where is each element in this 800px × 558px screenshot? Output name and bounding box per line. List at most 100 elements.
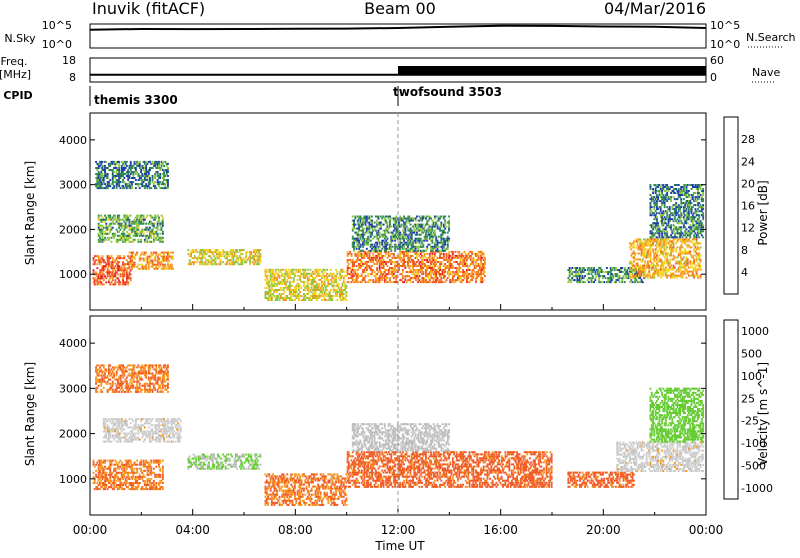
power-cell [662,265,664,267]
power-cell [336,271,338,273]
power-cell [673,242,675,244]
power-cell [99,279,101,281]
power-cell [112,265,114,267]
power-cell [207,263,209,265]
power-cell [660,210,662,212]
power-cell [365,271,367,273]
power-cell [686,257,688,259]
power-cell [161,229,163,231]
power-cell [383,224,385,226]
power-cell [700,275,702,277]
power-cell [657,251,659,253]
power-cell [311,287,313,289]
power-cell [696,265,698,267]
power-cell [594,277,596,279]
power-cell [143,231,145,233]
freq-tick-top: 18 [62,54,76,67]
power-cell [431,240,433,242]
power-cell [403,259,405,261]
power-cell [356,242,358,244]
power-cell [600,267,602,269]
power-cell [113,187,115,189]
power-cell [148,175,150,177]
power-cell [356,279,358,281]
power-cell [303,285,305,287]
power-cell [651,269,653,271]
power-cell [321,285,323,287]
power-cell [426,240,428,242]
power-cell [304,271,306,273]
power-cell [303,297,305,299]
power-cell [437,240,439,242]
power-cell [659,275,661,277]
power-cell [447,273,449,275]
power-cell [114,165,116,167]
power-cell [367,236,369,238]
power-cell [670,265,672,267]
power-cell [331,281,333,283]
power-cell [664,251,666,253]
power-cell [451,281,453,283]
power-cell [241,261,243,263]
power-cell [100,281,102,283]
power-cell [162,241,164,243]
power-cell [408,222,410,224]
power-cell [154,173,156,175]
power-cell [653,234,655,236]
power-cell [575,273,577,275]
power-cell [637,240,639,242]
power-cell [102,173,104,175]
power-cell [691,240,693,242]
power-cell [336,293,338,295]
power-cell [456,261,458,263]
power-cell [435,259,437,261]
power-cell [230,259,232,261]
power-cell [652,263,654,265]
power-cell [126,183,128,185]
power-cell [665,198,667,200]
power-cell [404,279,406,281]
power-cell [456,267,458,269]
power-cell [383,273,385,275]
power-cell [149,169,151,171]
power-cell [440,275,442,277]
power-cell [317,287,319,289]
power-cell [680,230,682,232]
power-cell [157,227,159,229]
power-cell [682,265,684,267]
power-cell [118,217,120,219]
power-cell [462,255,464,257]
power-cell [118,215,120,217]
power-cell [161,167,163,169]
power-cell [245,261,247,263]
power-cell [105,239,107,241]
power-cell [655,244,657,246]
power-cell [363,277,365,279]
power-cell [322,273,324,275]
power-cell [134,229,136,231]
power-cell [673,259,675,261]
power-cell [102,225,104,227]
power-cell [249,263,251,265]
power-cell [360,238,362,240]
power-cell [383,259,385,261]
power-cell [417,277,419,279]
power-cell [147,227,149,229]
power-cell [118,163,120,165]
power-cell [351,253,353,255]
power-cell [153,225,155,227]
power-cell [376,257,378,259]
power-cell [143,233,145,235]
power-cell [407,248,409,250]
power-cell [154,256,156,258]
power-cell [634,271,636,273]
power-cell [383,263,385,265]
power-cell [108,233,110,235]
power-cell [149,258,151,260]
power-cell [371,216,373,218]
power-cell [357,232,359,234]
power-cell [652,267,654,269]
power-cell [594,279,596,281]
power-cell [435,273,437,275]
velocity-ylabel: Slant Range [km] [23,362,37,466]
